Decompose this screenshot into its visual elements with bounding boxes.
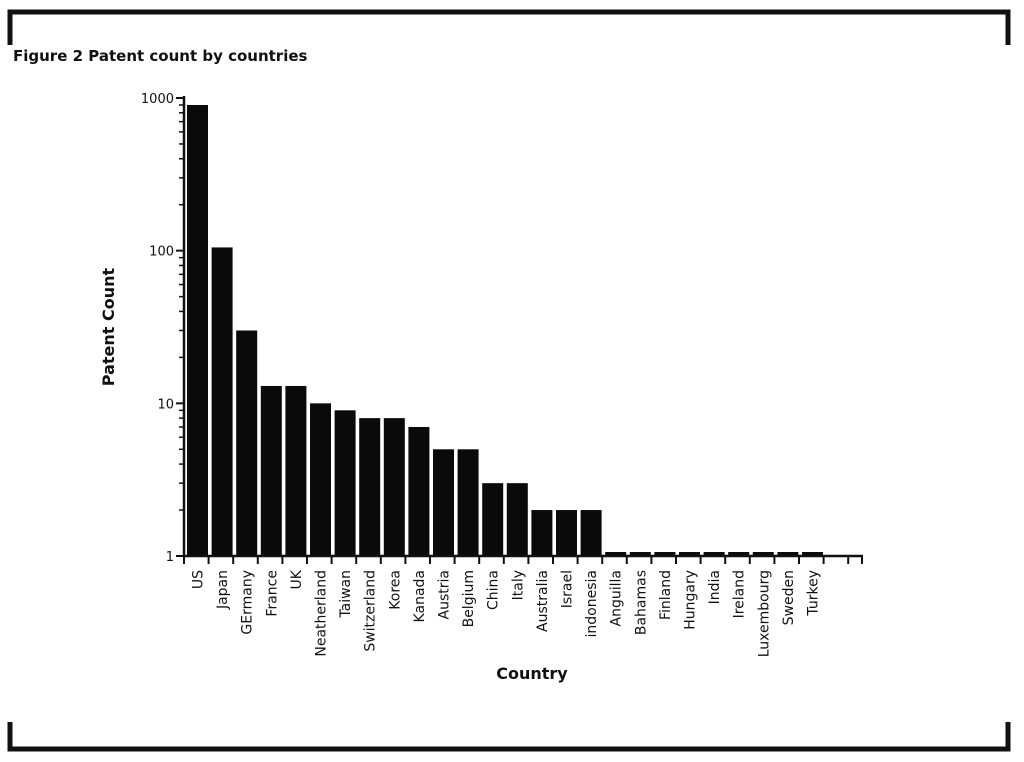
bar-luxembourg [752,552,774,556]
bar-indonesia [580,510,602,556]
bar-france [260,385,282,556]
bar-austria [433,449,454,556]
bar-taiwan [334,410,356,556]
x-tick-label: UK [289,569,305,589]
y-tick-label: 10 [157,397,174,412]
x-tick-label: GErmany [240,570,256,635]
bar-neatherland [310,403,331,556]
bar-china [482,483,504,556]
y-tick-label: 1000 [141,92,174,107]
x-tick-label: Turkey [806,570,822,617]
bar-kanada [408,426,430,556]
x-tick-label: Italy [510,570,526,600]
x-tick-label: Kanada [412,570,428,622]
y-tick-label: 1 [166,550,174,565]
bar-israel [556,510,577,556]
y-tick-label: 100 [149,245,174,260]
bars [187,104,823,556]
x-tick-label: Anguilla [609,570,625,626]
bar-uk [285,385,307,556]
bar-hungary [679,552,700,556]
bar-belgium [457,449,479,556]
bar-india [703,552,725,556]
x-tick-label: India [707,570,723,604]
x-tick-label: Israel [560,570,576,608]
labels: 1 10 100 1000 US Japan GErmany France UK Neatherl… [141,92,822,657]
x-tick-label: indonesia [584,570,600,637]
top-bracket [7,9,1011,45]
x-tick-label: Austria [437,570,453,619]
x-tick-label: Korea [387,570,403,610]
x-tick-label: Sweden [781,570,797,625]
x-tick-label: Finland [658,570,674,620]
bar-anguilla [605,552,627,556]
bar-italy [506,483,528,556]
x-tick-label: China [486,570,502,610]
x-tick-label: Neatherland [314,570,330,657]
x-tick-label: Ireland [732,570,748,618]
x-tick-label: Japan [215,570,231,610]
bar-turkey [802,552,823,556]
x-tick-label: Hungary [683,570,699,630]
x-axis-title: Country [496,664,568,683]
bar-bahamas [629,552,651,556]
bar-sweden [777,552,799,556]
x-tick-label: Bahamas [633,570,649,635]
bar-germany [236,330,258,556]
bar-switzerland [359,418,381,556]
x-tick-label: Luxembourg [756,570,772,657]
bottom-bracket [7,722,1011,752]
bar-ireland [728,552,750,556]
ticks [176,97,863,564]
y-axis-title: Patent Count [99,267,118,386]
x-tick-label: Taiwan [338,570,354,619]
x-tick-label: France [264,570,280,617]
bar-korea [383,418,405,556]
bar-us [187,104,208,556]
figure-title: Figure 2 Patent count by countries [13,47,308,65]
bar-japan [211,247,233,556]
x-tick-label: Switzerland [363,570,379,652]
x-tick-label: US [191,570,207,589]
bar-finland [654,552,676,556]
frame-brackets [7,9,1011,752]
x-tick-label: Belgium [461,570,477,627]
x-tick-label: Australia [535,570,551,632]
bar-australia [531,510,553,556]
